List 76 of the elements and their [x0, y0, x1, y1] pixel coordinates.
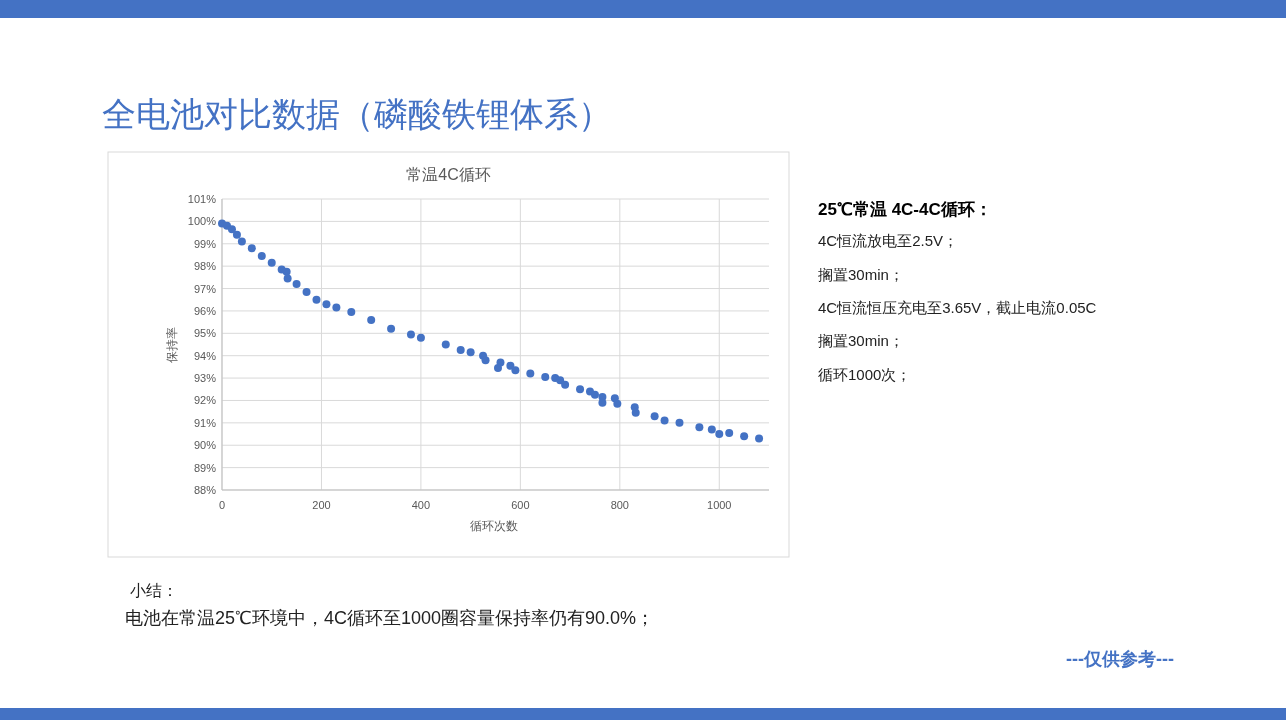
point	[456, 346, 465, 355]
y-tick-label: 100%	[187, 215, 217, 228]
point	[561, 380, 570, 389]
point	[227, 225, 236, 234]
y-tick-label: 91%	[193, 416, 217, 429]
text: 全电池对比数据（磷酸铁锂体系）	[102, 95, 612, 133]
point	[237, 237, 246, 246]
point	[496, 358, 505, 367]
y-tick-label: 88%	[193, 484, 217, 496]
y-tick-label: 89%	[193, 461, 217, 474]
point	[283, 274, 292, 283]
x-tick-label: 800	[610, 499, 629, 511]
point	[416, 333, 425, 342]
point	[660, 416, 669, 425]
point	[332, 303, 341, 312]
point	[257, 252, 266, 261]
text: ---仅供参考---	[1066, 649, 1174, 669]
point	[247, 244, 256, 253]
text: 搁置30min；	[818, 332, 904, 349]
point	[322, 300, 331, 309]
x-tick-label: 400	[411, 499, 431, 511]
point	[598, 398, 607, 407]
point	[441, 340, 450, 349]
x-axis-title: 循环次数	[469, 519, 518, 533]
point	[740, 432, 749, 441]
text: 25℃常温 4C-4C循环：	[818, 200, 992, 219]
x-tick-label: 1000	[707, 499, 732, 511]
y-tick-label: 94%	[193, 349, 217, 362]
point	[613, 399, 622, 408]
point	[526, 369, 535, 378]
point	[466, 348, 475, 357]
point	[675, 418, 684, 427]
text: 循环1000次；	[818, 366, 912, 383]
point	[506, 361, 515, 370]
y-tick-label: 96%	[193, 304, 217, 317]
point	[755, 434, 764, 443]
y-axis-title: 保持率	[165, 326, 179, 363]
text: 小结：	[130, 582, 178, 599]
point	[387, 324, 396, 333]
text: 4C恒流放电至2.5V；	[818, 232, 959, 249]
point	[541, 372, 550, 381]
point	[282, 267, 291, 276]
y-tick-label: 99%	[193, 237, 217, 250]
x-tick-label: 200	[312, 499, 331, 511]
point	[590, 390, 599, 399]
y-tick-label: 90%	[193, 439, 217, 452]
point	[312, 295, 321, 304]
y-tick-label: 101%	[187, 193, 217, 205]
point	[481, 356, 490, 365]
x-tick-label: 600	[511, 499, 530, 511]
point	[650, 412, 659, 421]
point	[725, 428, 734, 437]
text: 搁置30min；	[818, 266, 904, 283]
point	[292, 280, 301, 289]
x-tick-label: 0	[218, 499, 226, 511]
y-tick-label: 95%	[193, 327, 217, 340]
point	[302, 287, 311, 296]
y-tick-label: 93%	[193, 372, 217, 385]
y-tick-label: 98%	[193, 260, 217, 273]
y-tick-label: 97%	[193, 282, 217, 295]
text: 电池在常温25℃环境中，4C循环至1000圈容量保持率仍有90.0%；	[125, 608, 655, 628]
chart-title: 常温4C循环	[406, 166, 491, 183]
point	[406, 330, 415, 339]
y-tick-label: 92%	[193, 394, 217, 407]
point	[715, 430, 724, 439]
point	[367, 315, 376, 324]
point	[232, 230, 241, 239]
point	[511, 366, 520, 375]
point	[707, 425, 716, 434]
point	[347, 308, 356, 317]
point	[267, 258, 276, 267]
point	[556, 376, 565, 385]
point	[695, 423, 704, 432]
text: 4C恒流恒压充电至3.65V，截止电流0.05C	[818, 299, 1097, 316]
point	[631, 408, 640, 417]
point	[576, 385, 585, 394]
